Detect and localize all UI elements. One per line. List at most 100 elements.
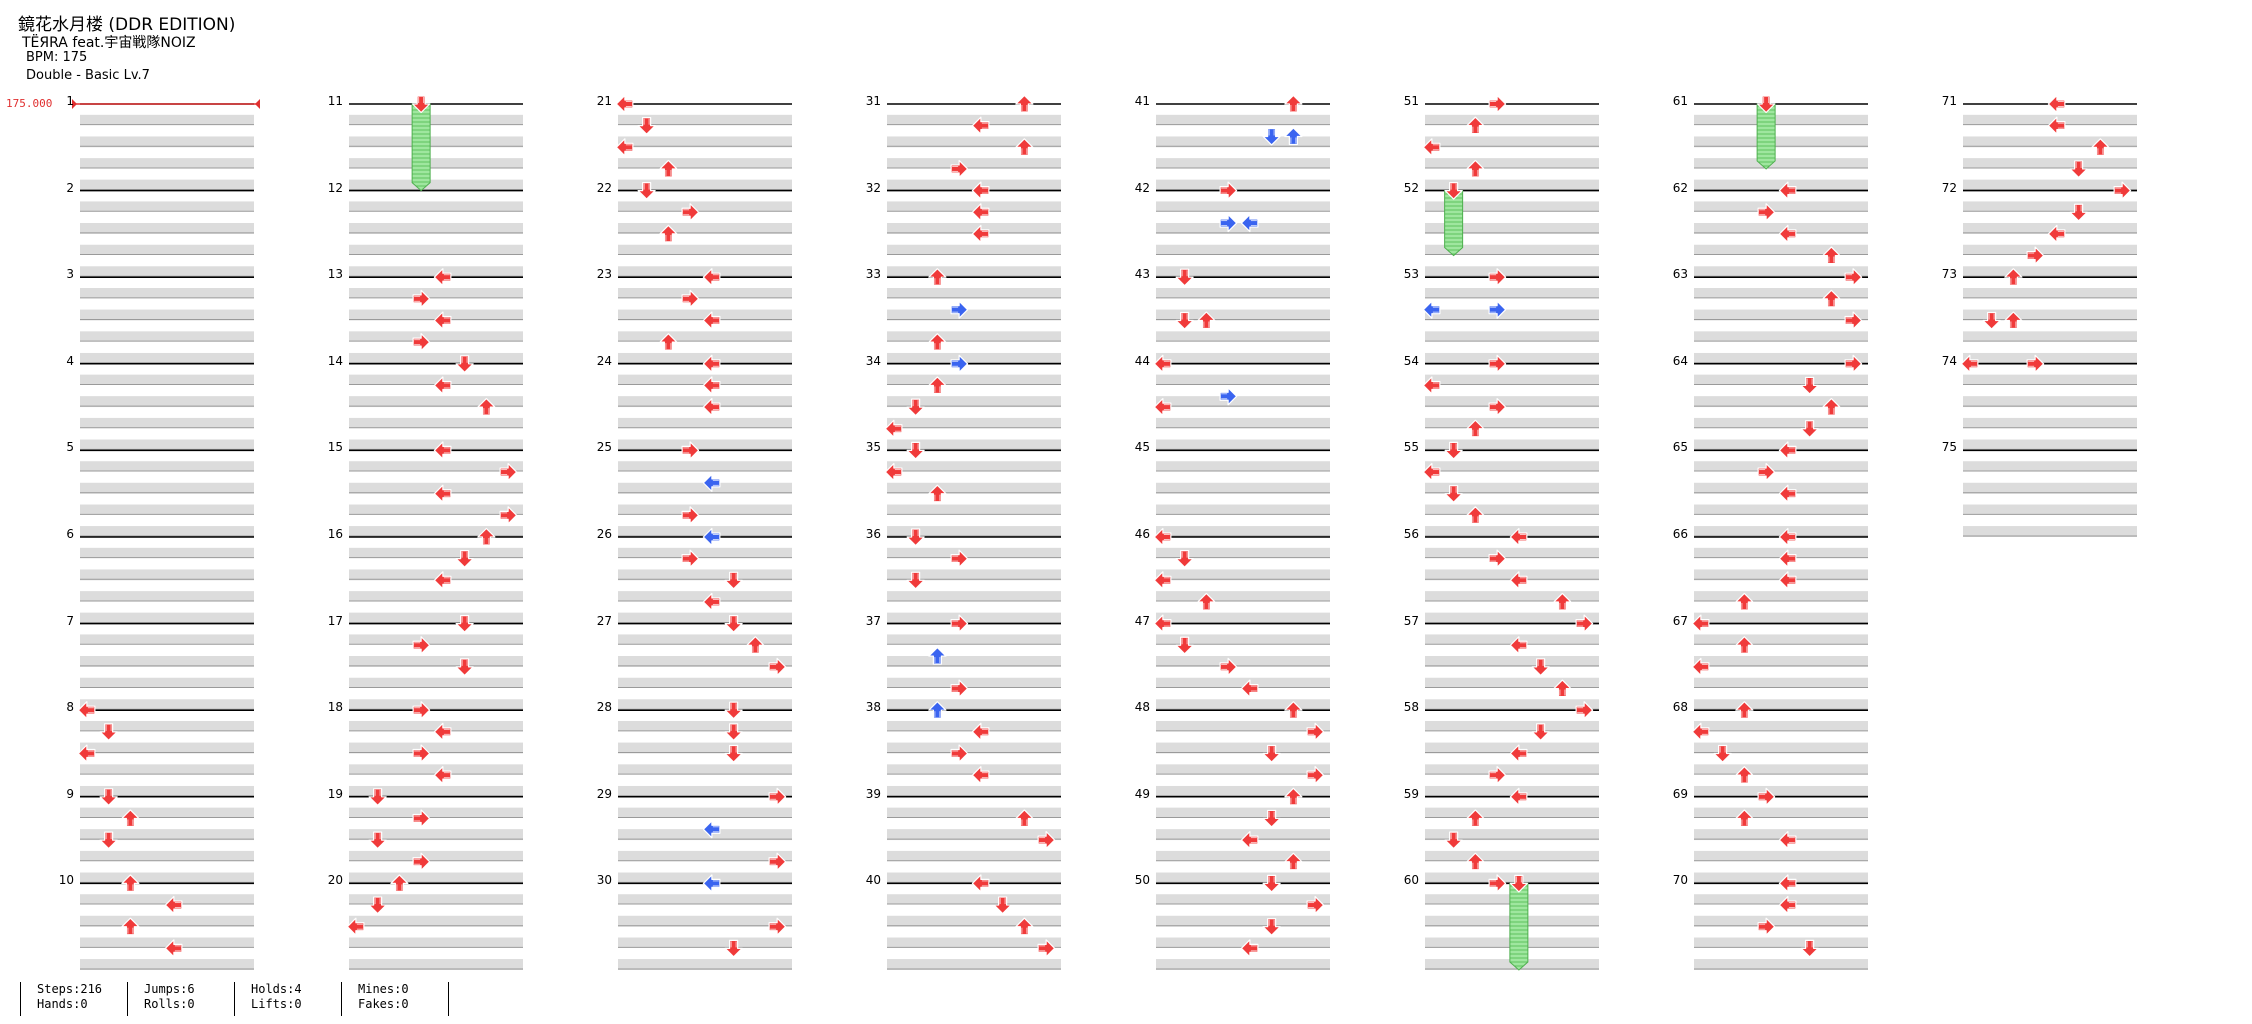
beat-band (618, 439, 792, 450)
arrow-note-left-icon (702, 398, 721, 417)
beat-band (349, 547, 523, 558)
measure-number: 57 (1403, 613, 1419, 628)
measure-number: 4 (66, 353, 74, 368)
beat-band (1156, 352, 1330, 363)
beat-band (349, 699, 523, 710)
beat-band (1425, 482, 1599, 493)
stat-fakes: Fakes:0 (358, 997, 409, 1011)
measure-51 (1425, 103, 1599, 191)
measure-number: 61 (1672, 94, 1688, 108)
beat-band (618, 721, 792, 731)
arrow-note-right-icon (1757, 462, 1776, 482)
beat-band (1156, 288, 1330, 298)
arrow-note-down-icon (1262, 874, 1281, 893)
arrow-note-up-icon (1015, 809, 1034, 828)
arrow-note-right-icon (950, 159, 969, 179)
arrow-note-up-icon (1284, 94, 1303, 113)
beat-band (887, 396, 1061, 407)
arrow-note-left-icon (1509, 636, 1528, 655)
arrow-note-down-icon (1175, 311, 1194, 330)
arrow-note-up-icon (928, 268, 947, 286)
arrow-note-up-icon (1735, 809, 1754, 828)
arrow-note-up-icon (1466, 809, 1485, 828)
beat-band (1694, 807, 1868, 818)
beat-band (618, 894, 792, 905)
beat-band (80, 439, 254, 450)
beat-band (887, 915, 1061, 926)
beat-band (887, 374, 1061, 385)
beat-band (887, 482, 1061, 493)
stats-col-mines: Mines:0 Fakes:0 (341, 982, 448, 1016)
beat-band (349, 807, 523, 818)
arrow-note-right-icon (950, 744, 969, 763)
arrow-note-left-icon (702, 820, 721, 839)
beat-band (887, 244, 1061, 255)
beat-band (887, 179, 1061, 190)
arrow-note-right-icon (412, 744, 431, 763)
arrow-note-up-icon (1015, 138, 1034, 156)
measure-number: 38 (865, 700, 881, 715)
beat-band (1694, 656, 1868, 666)
measure-7 (80, 622, 254, 711)
measure-2 (80, 189, 254, 278)
beat-band (80, 677, 254, 688)
measure-44 (1156, 363, 1330, 451)
beat-band (1963, 244, 2137, 255)
beat-band (349, 591, 523, 601)
measure-number: 56 (1403, 527, 1419, 541)
beat-band (349, 266, 523, 277)
measure-37 (887, 622, 1061, 711)
beat-band (1694, 396, 1868, 407)
arrow-note-left-icon (433, 766, 452, 785)
beat-band (1694, 461, 1868, 472)
beat-band (1425, 179, 1599, 190)
measure-46 (1156, 536, 1330, 624)
beat-band (1425, 331, 1599, 342)
arrow-note-left-icon (615, 138, 634, 157)
beat-band (1425, 829, 1599, 840)
arrow-note-right-icon (412, 333, 431, 352)
beat-band (1156, 374, 1330, 385)
arrow-note-down-icon (455, 355, 474, 373)
arrow-note-up-icon (1553, 679, 1572, 698)
notes-layer (72, 94, 2132, 971)
beat-band (1963, 439, 2137, 450)
beat-band (1156, 223, 1330, 233)
arrow-note-up-icon (390, 874, 409, 893)
measure-number: 74 (1941, 353, 1957, 368)
arrow-note-right-icon (412, 809, 431, 828)
beat-band (1156, 937, 1330, 948)
measure-number: 63 (1672, 267, 1688, 282)
beat-band (1694, 114, 1868, 125)
beat-band (887, 959, 1061, 969)
measure-number: 73 (1941, 267, 1957, 282)
beat-band (887, 114, 1061, 125)
beat-band (1156, 699, 1330, 710)
arrow-note-left-icon (164, 939, 183, 958)
arrow-note-down-icon (906, 398, 925, 417)
beat-band (80, 547, 254, 558)
beat-band (1425, 504, 1599, 515)
beat-band (618, 504, 792, 515)
arrow-note-down-icon (1531, 723, 1550, 741)
measure-number: 75 (1941, 440, 1957, 455)
measure-number: 29 (596, 786, 612, 801)
beat-band (1963, 482, 2137, 493)
beat-band (80, 959, 254, 969)
measure-17 (349, 622, 523, 711)
measure-number: 11 (327, 94, 343, 108)
beat-band (1156, 309, 1330, 320)
measure-68 (1694, 709, 1868, 797)
beat-band (1963, 201, 2137, 212)
measure-number: 21 (596, 94, 612, 108)
measure-number: 24 (596, 353, 612, 368)
beat-band (887, 612, 1061, 623)
beat-band (1425, 677, 1599, 688)
beat-band (887, 504, 1061, 515)
measure-5 (80, 449, 254, 537)
measure-11 (349, 103, 523, 191)
beat-band (80, 937, 254, 948)
measure-number: 23 (596, 267, 612, 282)
measure-number: 40 (865, 873, 881, 888)
beat-band (1425, 656, 1599, 666)
